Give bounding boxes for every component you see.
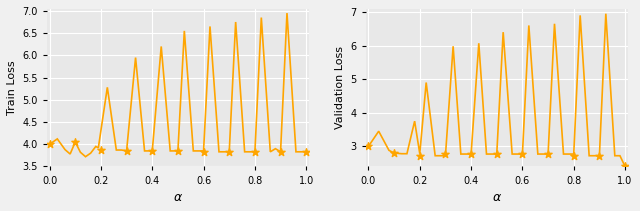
X-axis label: $\alpha$: $\alpha$ [492, 191, 502, 204]
X-axis label: $\alpha$: $\alpha$ [173, 191, 183, 204]
Y-axis label: Train Loss: Train Loss [7, 60, 17, 115]
Point [492, 152, 502, 156]
Point [147, 149, 157, 153]
Point [96, 148, 106, 152]
Point [440, 152, 451, 156]
Point [173, 149, 183, 153]
Point [122, 149, 132, 153]
Point [364, 145, 374, 148]
Point [70, 140, 81, 144]
Point [301, 150, 311, 153]
Point [198, 150, 209, 153]
Point [44, 143, 54, 146]
Point [250, 150, 260, 153]
Point [517, 152, 527, 156]
Point [466, 152, 476, 156]
Y-axis label: Validation Loss: Validation Loss [335, 46, 345, 129]
Point [595, 154, 605, 157]
Point [415, 154, 425, 157]
Point [620, 165, 630, 168]
Point [275, 150, 285, 153]
Point [568, 154, 579, 157]
Point [389, 151, 399, 155]
Point [224, 150, 234, 153]
Point [543, 152, 553, 156]
